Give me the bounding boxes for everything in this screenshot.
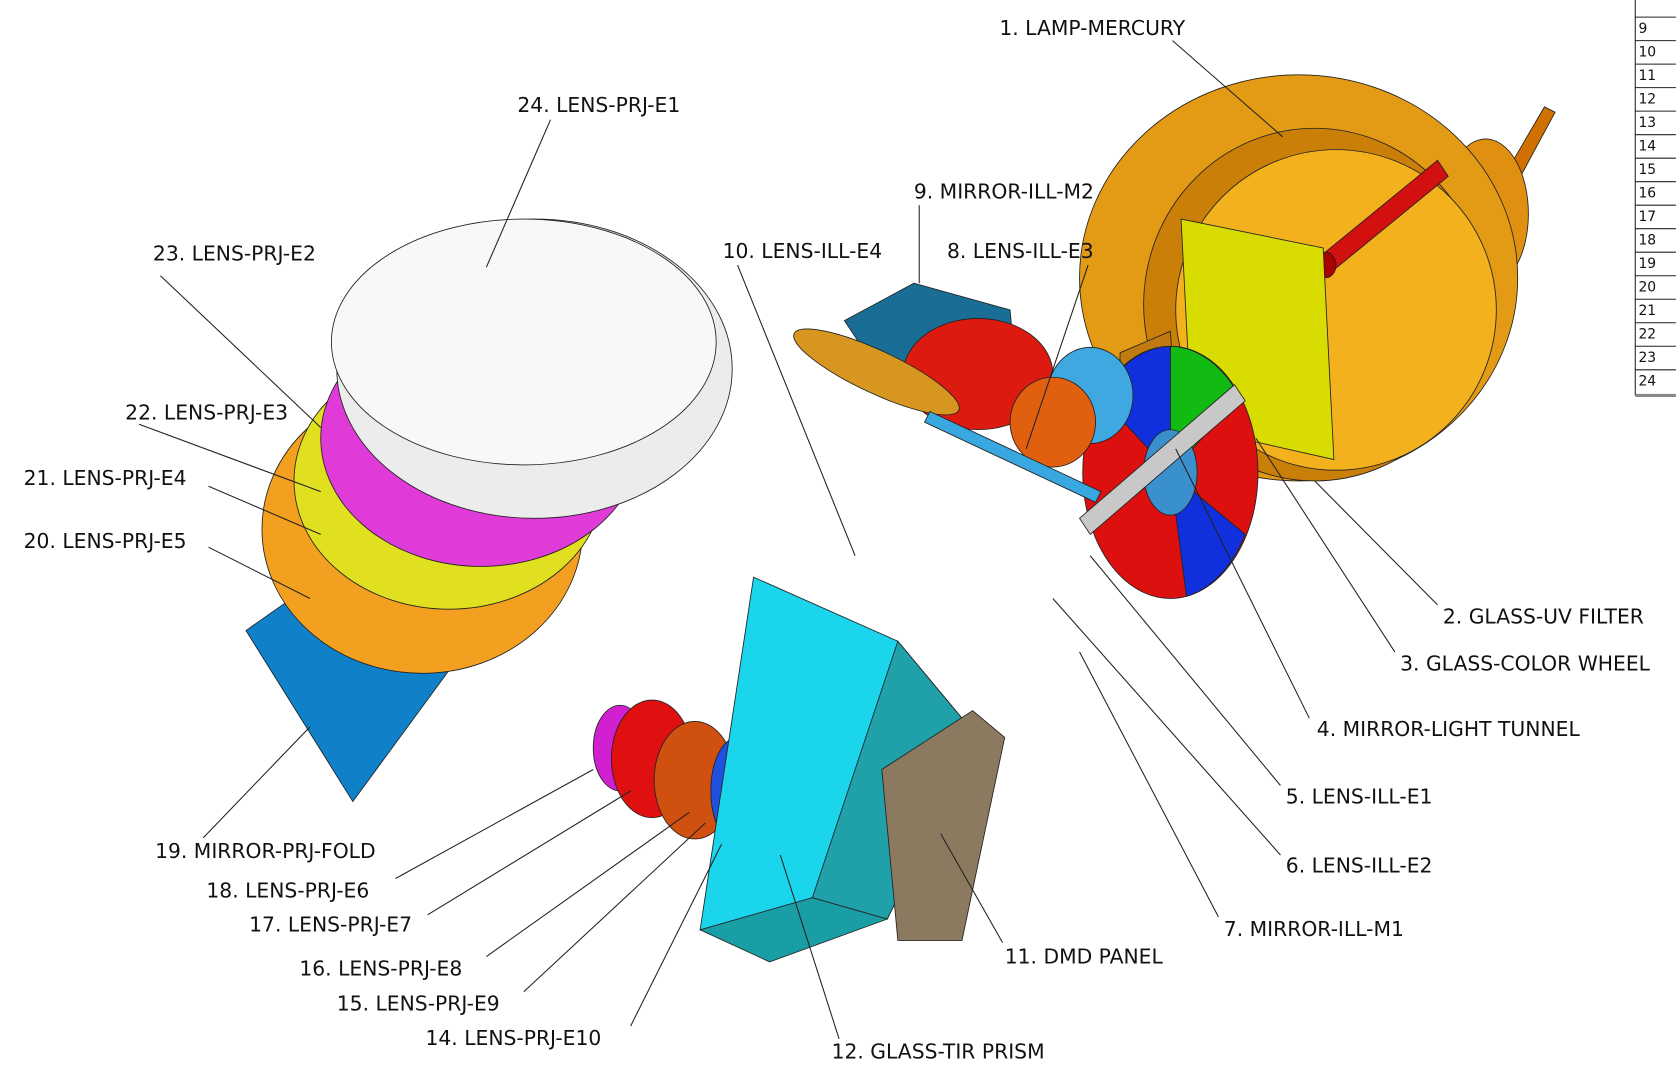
leader-line [1025,264,1089,450]
part-label: 4. MIRROR-LIGHT TUNNEL [1317,717,1581,741]
part-label: 6. LENS-ILL-E2 [1286,854,1433,878]
leader-line [395,769,594,879]
part-label: 12. GLASS-TIR PRISM [832,1040,1045,1064]
leader-line [486,811,690,957]
part-label: 18. LENS-PRJ-E6 [206,878,369,902]
table-row-number: 23 [1638,350,1656,366]
table-row-number: 17 [1638,209,1656,225]
leader-line [940,833,1004,943]
leader-line [160,275,322,428]
prism-and-dmd [698,576,1006,963]
leader-line [138,423,321,493]
leader-line [630,844,722,1027]
part-label: 20. LENS-PRJ-E5 [24,529,187,553]
part-label: 14. LENS-PRJ-E10 [425,1026,601,1050]
leader-line [737,264,856,556]
leader-line [523,822,706,993]
table-row-number: 13 [1638,115,1656,131]
table-row-number: 11 [1638,68,1656,84]
parts-table: 9 10 11 12 13 14 15 16 17 18 19 20 21 22 23 24 [1634,0,1676,398]
table-row-number: 18 [1638,232,1656,248]
part-label: 10. LENS-ILL-E4 [723,239,883,263]
leader-line [779,854,840,1039]
table-row-number: 21 [1638,303,1656,319]
table-row-number: 19 [1638,256,1656,272]
leader-line [485,119,552,268]
table-row-number: 10 [1638,44,1656,60]
table-row-number: 15 [1638,162,1656,178]
leader-line [1052,598,1281,856]
table-row-number: 24 [1638,374,1656,390]
part-label: 8. LENS-ILL-E3 [947,239,1094,263]
leader-line [1255,437,1396,653]
leader-line [1175,448,1310,719]
leader-line [427,790,631,916]
part-label: 7. MIRROR-ILL-M1 [1224,917,1404,941]
table-row-number: 20 [1638,279,1656,295]
part-label: 11. DMD PANEL [1005,945,1164,969]
part-label: 22. LENS-PRJ-E3 [125,401,288,425]
table-row-number: 9 [1638,21,1647,37]
part-label: 3. GLASS-COLOR WHEEL [1400,652,1651,676]
leader-line [1089,555,1281,786]
part-label: 21. LENS-PRJ-E4 [24,466,187,490]
projection-lens [245,218,776,851]
part-label: 16. LENS-PRJ-E8 [299,956,462,980]
table-row-number: 14 [1638,138,1656,154]
table-row-number: 22 [1638,327,1656,343]
leader-line [1172,40,1283,138]
part-label: 9. MIRROR-ILL-M2 [914,179,1094,203]
leader-line [1314,480,1438,606]
leader-line [1079,651,1219,918]
illumination-optics [793,282,1134,503]
part-label: 1. LAMP-MERCURY [999,16,1185,40]
part-label: 2. GLASS-UV FILTER [1443,605,1644,629]
leader-line [208,546,311,599]
leader-line [208,485,321,535]
part-label: 15. LENS-PRJ-E9 [337,992,500,1016]
part-label: 17. LENS-PRJ-E7 [249,913,412,937]
leader-line [202,726,311,839]
table-row-number: 12 [1638,91,1656,107]
part-label: 24. LENS-PRJ-E1 [517,93,680,117]
table-row-number: 16 [1638,185,1656,201]
part-label: 5. LENS-ILL-E1 [1286,784,1433,808]
part-label: 23. LENS-PRJ-E2 [153,241,316,265]
part-label: 19. MIRROR-PRJ-FOLD [155,839,376,863]
